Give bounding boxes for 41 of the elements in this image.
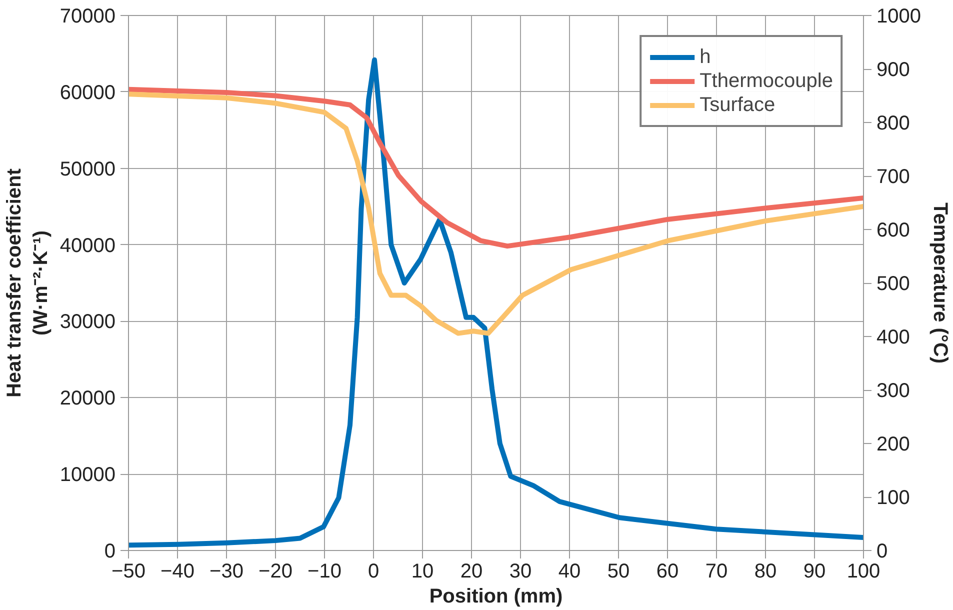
x-tick-label: 90 (803, 560, 826, 582)
x-tick-label: −30 (210, 560, 244, 582)
y2-tick-label: 1000 (876, 6, 921, 28)
y2-axis-title: Temperature (°C) (928, 202, 951, 364)
x-tick-label: −10 (308, 560, 342, 582)
x-tick-label: 50 (607, 560, 630, 582)
legend-label: Tthermocouple (700, 69, 833, 93)
y2-tick-label: 400 (876, 326, 910, 348)
legend-label: Tsurface (700, 93, 776, 117)
y-axis-title: Heat transfer coefficient (W·m⁻²·K⁻¹) (3, 168, 52, 398)
y-tick-label: 10000 (60, 464, 116, 486)
y-tick-label: 50000 (60, 158, 116, 180)
legend-label: h (700, 45, 712, 69)
y-tick-label: 30000 (60, 311, 116, 334)
y2-tick-label: 300 (876, 380, 910, 402)
x-tick-label: 10 (411, 560, 434, 582)
x-tick-label: 70 (705, 560, 728, 582)
x-tick-label: 60 (656, 560, 679, 582)
y2-tick-label: 500 (876, 273, 910, 295)
y-tick-label: 70000 (60, 6, 116, 28)
x-tick-label: −20 (258, 560, 292, 582)
y2-tick-label: 0 (876, 540, 888, 562)
y2-tick-label: 200 (876, 434, 910, 456)
x-axis-title: Position (mm) (429, 586, 563, 608)
y-tick-label: 0 (104, 540, 116, 562)
y2-tick-label: 600 (876, 220, 910, 242)
y-tick-label: 60000 (60, 82, 116, 104)
y2-tick-label: 100 (876, 487, 910, 509)
x-tick-label: −40 (160, 560, 194, 582)
x-tick-label: 100 (846, 560, 880, 582)
x-tick-label: 30 (509, 560, 532, 582)
y-tick-label: 40000 (60, 234, 116, 257)
x-tick-label: 20 (460, 560, 483, 582)
y2-tick-label: 700 (876, 166, 910, 188)
y2-tick-label: 800 (876, 112, 910, 134)
x-tick-label: 40 (558, 560, 581, 582)
y-tick-label: 20000 (60, 388, 116, 410)
y2-tick-label: 900 (876, 59, 910, 81)
x-tick-label: 80 (754, 560, 777, 582)
x-tick-label: 0 (368, 560, 380, 582)
x-tick-label: −50 (112, 560, 146, 582)
